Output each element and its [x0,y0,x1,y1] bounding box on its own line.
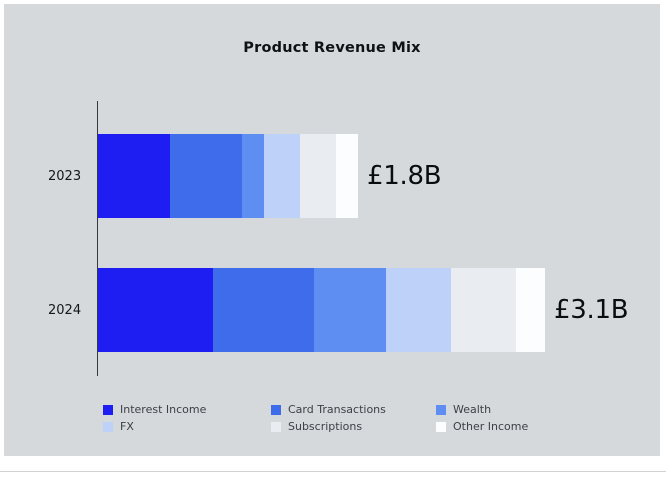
legend-swatch-card-transactions [271,404,281,415]
legend-item-card-transactions: Card Transactions [271,403,436,416]
segment-subscriptions-2024 [451,268,516,352]
segment-wealth-2024 [314,268,386,352]
legend-label-subscriptions: Subscriptions [288,420,363,433]
legend-swatch-interest-income [103,404,113,415]
chart-title: Product Revenue Mix [243,40,421,56]
legend-item-other-income: Other Income [436,420,528,433]
segment-fx-2024 [386,268,451,352]
chart-card: Product Revenue Mix 2023 £1.8B 2024 £3.1B I… [4,4,660,456]
legend-item-subscriptions: Subscriptions [271,420,436,433]
category-label-2023: 2023 [48,168,82,184]
legend-label-fx: FX [120,420,134,433]
total-label-2023: £1.8B [367,161,442,191]
bar-row-2023: 2023 £1.8B [48,134,442,218]
legend: Interest Income Card Transactions Wealth FX… [103,403,528,433]
legend-item-wealth: Wealth [436,403,528,416]
total-label-2024: £3.1B [554,295,629,325]
y-axis-line [97,101,98,376]
bar-row-2024: 2024 £3.1B [48,268,629,352]
legend-item-interest-income: Interest Income [103,403,271,416]
page-edge-divider [0,471,666,472]
segment-interest-income-2024 [98,268,213,352]
legend-swatch-other-income [436,421,446,432]
segment-card-transactions-2023 [170,134,242,218]
segment-wealth-2023 [242,134,264,218]
plot-area: 2023 £1.8B 2024 £3.1B [48,101,657,376]
segment-fx-2023 [264,134,300,218]
legend-label-other-income: Other Income [453,420,529,433]
segment-card-transactions-2024 [213,268,314,352]
legend-item-fx: FX [103,420,271,433]
segment-other-income-2023 [336,134,358,218]
category-label-2024: 2024 [48,302,82,318]
legend-label-wealth: Wealth [453,403,492,416]
legend-swatch-fx [103,421,113,432]
legend-swatch-subscriptions [271,421,281,432]
legend-label-interest-income: Interest Income [120,403,207,416]
segment-subscriptions-2023 [300,134,336,218]
legend-swatch-wealth [436,404,446,415]
legend-label-card-transactions: Card Transactions [288,403,386,416]
segment-other-income-2024 [516,268,545,352]
segment-interest-income-2023 [98,134,170,218]
